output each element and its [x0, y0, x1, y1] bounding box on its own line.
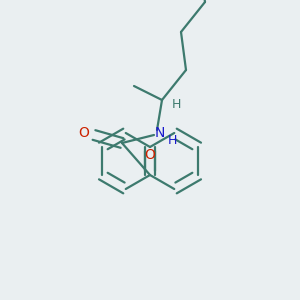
- Text: O: O: [145, 148, 155, 162]
- Text: O: O: [79, 126, 89, 140]
- Text: H: H: [171, 98, 181, 112]
- Text: H: H: [167, 134, 177, 146]
- Text: N: N: [155, 126, 165, 140]
